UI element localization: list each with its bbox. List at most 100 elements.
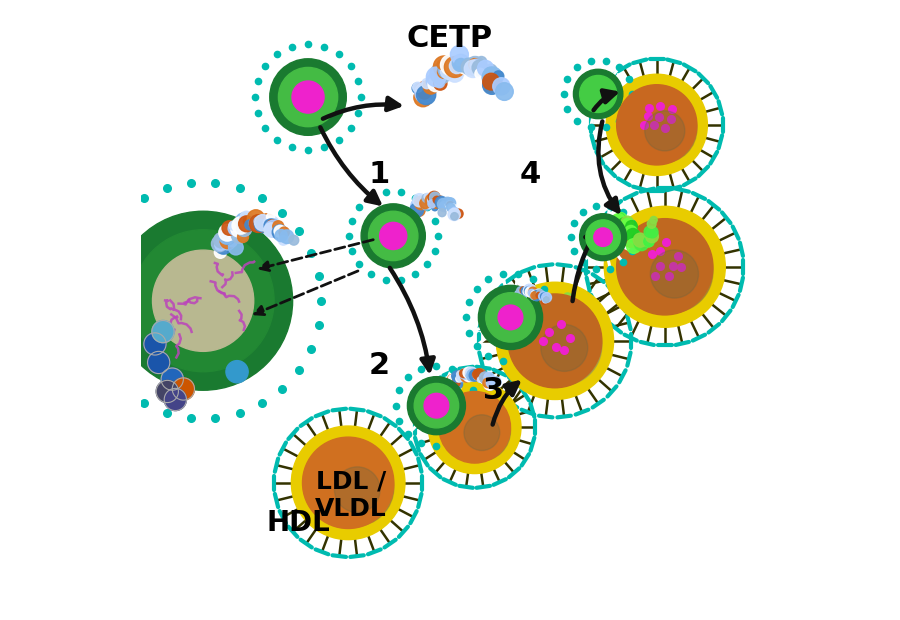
Circle shape [469, 371, 478, 381]
Circle shape [219, 224, 236, 241]
Circle shape [507, 301, 516, 311]
Circle shape [526, 294, 538, 307]
Circle shape [510, 293, 519, 303]
Circle shape [428, 77, 443, 92]
Circle shape [541, 324, 588, 371]
Circle shape [451, 383, 461, 392]
Circle shape [428, 195, 439, 207]
Circle shape [292, 426, 405, 539]
Circle shape [449, 384, 455, 391]
Circle shape [113, 211, 292, 390]
Circle shape [478, 60, 493, 76]
Circle shape [316, 448, 394, 526]
Circle shape [616, 213, 625, 221]
Circle shape [229, 241, 243, 255]
Circle shape [447, 386, 453, 392]
Circle shape [615, 213, 626, 224]
Circle shape [650, 216, 657, 224]
Circle shape [602, 223, 610, 231]
Circle shape [428, 192, 440, 203]
Circle shape [432, 205, 438, 211]
Circle shape [380, 223, 407, 249]
Circle shape [427, 67, 446, 87]
Circle shape [510, 302, 516, 307]
Circle shape [450, 45, 468, 63]
Circle shape [486, 75, 496, 84]
Circle shape [267, 221, 281, 234]
Circle shape [441, 59, 454, 72]
Circle shape [634, 233, 647, 247]
Circle shape [479, 285, 543, 350]
Circle shape [644, 238, 652, 246]
Circle shape [422, 198, 432, 208]
Circle shape [472, 60, 488, 76]
Circle shape [573, 69, 623, 118]
Circle shape [446, 378, 458, 390]
Circle shape [625, 226, 637, 237]
Circle shape [526, 288, 537, 298]
Circle shape [464, 415, 500, 451]
Circle shape [626, 239, 641, 254]
Circle shape [454, 209, 464, 218]
Circle shape [292, 81, 324, 113]
Circle shape [417, 86, 436, 105]
Circle shape [433, 197, 440, 203]
Circle shape [422, 194, 430, 202]
Circle shape [515, 291, 520, 296]
Circle shape [637, 239, 643, 245]
Circle shape [548, 319, 555, 327]
Circle shape [634, 236, 649, 250]
Text: 4: 4 [519, 160, 541, 188]
Circle shape [534, 303, 548, 318]
Circle shape [513, 293, 523, 303]
Circle shape [563, 293, 572, 301]
Circle shape [152, 250, 254, 352]
Circle shape [448, 203, 456, 210]
Circle shape [485, 64, 497, 76]
Circle shape [618, 218, 628, 228]
Circle shape [616, 85, 697, 165]
Circle shape [544, 316, 562, 333]
Circle shape [438, 60, 456, 79]
Circle shape [482, 68, 503, 88]
Circle shape [520, 287, 526, 294]
Circle shape [231, 227, 248, 243]
Circle shape [239, 211, 253, 224]
Circle shape [627, 229, 641, 242]
Circle shape [629, 95, 697, 163]
Circle shape [412, 203, 424, 214]
Circle shape [504, 304, 517, 317]
Circle shape [545, 315, 560, 329]
Circle shape [536, 319, 553, 336]
Circle shape [461, 58, 474, 72]
Circle shape [395, 216, 406, 226]
Circle shape [483, 378, 496, 390]
Circle shape [472, 371, 478, 378]
Circle shape [525, 284, 534, 294]
Circle shape [416, 202, 422, 208]
Circle shape [144, 333, 166, 355]
Circle shape [529, 285, 535, 290]
Circle shape [644, 237, 653, 247]
Circle shape [446, 202, 454, 208]
Circle shape [515, 293, 525, 303]
Circle shape [212, 236, 228, 252]
Circle shape [403, 211, 416, 224]
Circle shape [264, 223, 278, 237]
Circle shape [455, 376, 462, 382]
Circle shape [438, 209, 446, 216]
Circle shape [228, 228, 239, 240]
Circle shape [446, 201, 454, 208]
Circle shape [536, 308, 553, 324]
Circle shape [530, 291, 538, 300]
Circle shape [255, 216, 271, 232]
Circle shape [544, 312, 561, 329]
Circle shape [220, 234, 235, 249]
Circle shape [423, 79, 438, 94]
Circle shape [482, 76, 501, 94]
Circle shape [480, 372, 491, 383]
Circle shape [506, 302, 511, 307]
Circle shape [651, 250, 698, 298]
Circle shape [412, 204, 425, 216]
Circle shape [470, 370, 479, 379]
